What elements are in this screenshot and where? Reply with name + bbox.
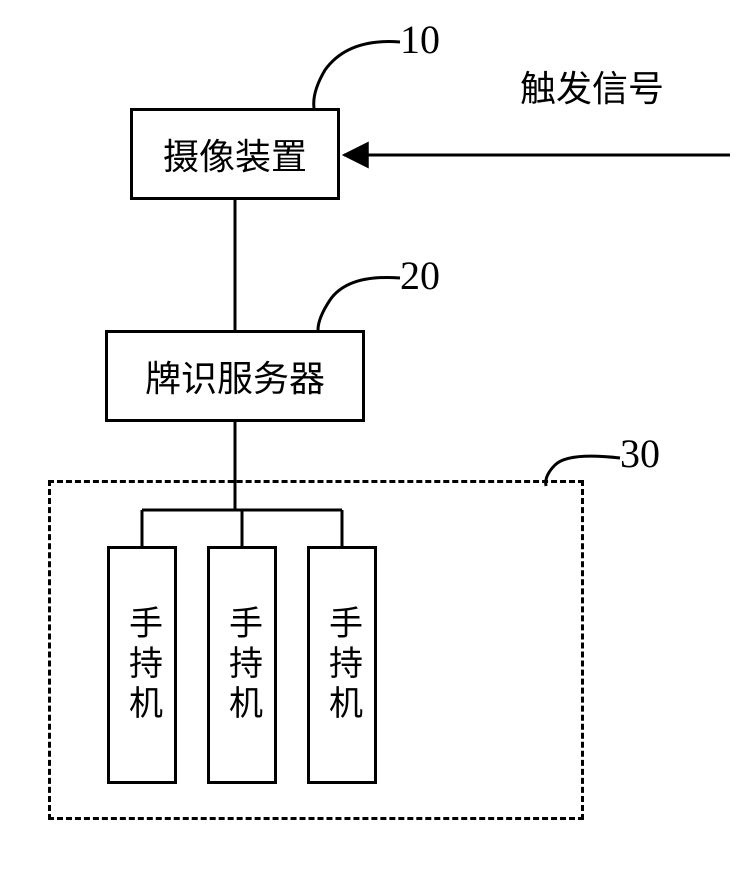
handheld-3-box: 手持机 [307, 546, 377, 784]
handheld-1-box: 手持机 [107, 546, 177, 784]
node-10-label: 10 [400, 16, 440, 63]
handheld-2-box: 手持机 [207, 546, 277, 784]
handheld-3-label: 手持机 [318, 605, 367, 725]
trigger-signal-label: 触发信号 [520, 60, 664, 112]
callout-10 [314, 42, 400, 108]
node-20-label: 20 [400, 252, 440, 299]
server-label: 牌识服务器 [145, 350, 325, 402]
camera-label: 摄像装置 [163, 128, 307, 180]
callout-20 [318, 277, 400, 330]
node-30-label: 30 [620, 430, 660, 477]
camera-box: 摄像装置 [130, 108, 340, 200]
server-box: 牌识服务器 [105, 330, 365, 422]
handheld-1-label: 手持机 [118, 605, 167, 725]
handheld-2-label: 手持机 [218, 605, 267, 725]
